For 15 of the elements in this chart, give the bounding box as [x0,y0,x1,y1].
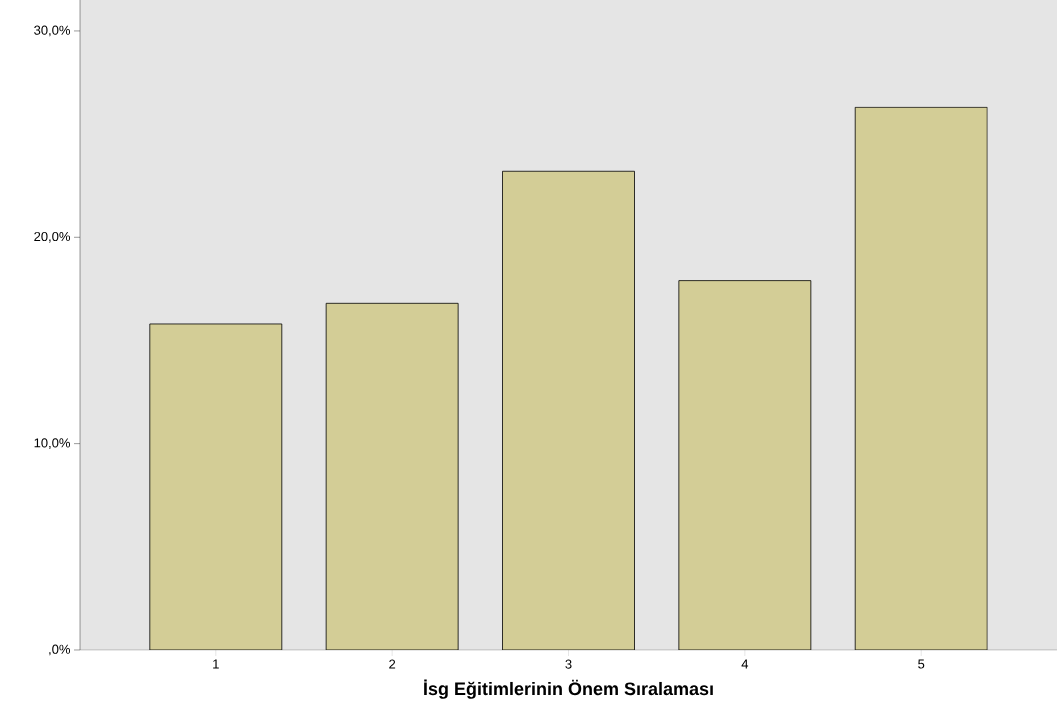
x-tick-label: 1 [213,659,219,669]
bar [854,106,988,650]
y-tick-label: 10,0% [34,438,71,450]
x-tick-label: 5 [918,659,925,669]
bar [149,323,283,650]
x-tick-label: 4 [741,659,749,669]
y-tick-label: 20,0% [34,231,71,243]
x-tick-label: 2 [389,659,396,669]
x-tick-label: 3 [565,659,572,669]
bar [325,302,459,650]
y-tick-label: ,0% [49,644,71,656]
bar [678,280,812,650]
x-axis-title: İsg Eğitimlerinin Önem Sıralaması [424,679,713,699]
bar [502,170,635,650]
y-tick-label: 30,0% [34,25,71,37]
